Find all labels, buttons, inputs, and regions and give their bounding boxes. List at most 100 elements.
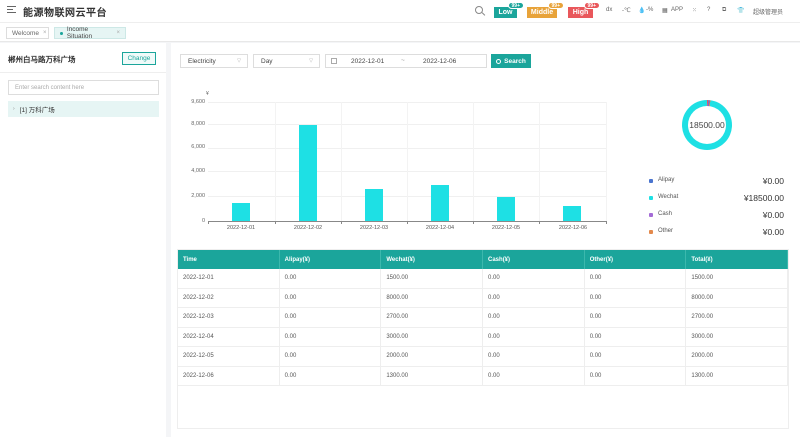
date-separator: ~ — [401, 57, 405, 64]
legend-name: Alipay — [658, 177, 675, 183]
cell-wechat: 1500.00 — [381, 269, 484, 288]
cell-time: 2022-12-03 — [178, 308, 280, 327]
column-header-alipay[interactable]: Alipay(¥) — [280, 250, 382, 269]
cell-total: 8000.00 — [686, 288, 789, 307]
menu-toggle-icon[interactable] — [7, 6, 16, 15]
bar-2022-12-01[interactable] — [232, 203, 250, 221]
bar-2022-12-04[interactable] — [431, 185, 449, 221]
cell-other: 0.00 — [585, 269, 687, 288]
column-header-time[interactable]: Time — [178, 250, 280, 269]
y-axis-unit: ¥ — [206, 91, 209, 97]
table-row[interactable]: 2022-12-01 0.00 1500.00 0.00 0.00 1500.0… — [178, 269, 789, 289]
tree-search-input[interactable]: Enter search content here — [8, 80, 159, 95]
temperature-value: -℃ — [622, 8, 631, 14]
v-gridline — [606, 102, 607, 221]
table-row[interactable]: 2022-12-04 0.00 3000.00 0.00 0.00 3000.0… — [178, 327, 789, 347]
column-header-other[interactable]: Other(¥) — [585, 250, 687, 269]
search-icon[interactable] — [475, 6, 483, 14]
chevron-down-icon: ▽ — [309, 58, 313, 64]
y-tick: 2,000 — [191, 193, 205, 199]
y-tick: 4,000 — [191, 168, 205, 174]
cell-cash: 0.00 — [483, 347, 585, 366]
active-dot-icon — [60, 31, 63, 35]
v-gridline — [407, 102, 408, 221]
tab-strip: Welcome × Income Situation × — [0, 22, 800, 42]
cell-time: 2022-12-04 — [178, 327, 280, 346]
cell-total: 1300.00 — [686, 366, 789, 385]
legend-color-swatch — [649, 213, 653, 217]
help-icon[interactable]: ? — [707, 7, 711, 13]
skin-shirt-icon[interactable]: 👕 — [737, 8, 745, 14]
search-button[interactable]: Search — [491, 54, 531, 68]
table-row[interactable]: 2022-12-03 0.00 2700.00 0.00 0.00 2700.0… — [178, 308, 789, 328]
x-tick-mark — [341, 221, 342, 224]
donut-ring[interactable] — [682, 100, 732, 150]
close-icon[interactable]: × — [42, 30, 47, 36]
tab-income-situation[interactable]: Income Situation × — [54, 26, 126, 40]
cell-alipay: 0.00 — [280, 366, 382, 385]
alarm-middle-button[interactable]: Middle 99+ — [527, 2, 564, 18]
legend-color-swatch — [649, 196, 653, 200]
cell-alipay: 0.00 — [280, 347, 382, 366]
cell-alipay: 0.00 — [280, 288, 382, 307]
cell-cash: 0.00 — [483, 288, 585, 307]
app-link[interactable]: APP — [671, 7, 684, 13]
table-row[interactable]: 2022-12-06 0.00 1300.00 0.00 0.00 1300.0… — [178, 366, 789, 386]
calendar-icon — [331, 58, 337, 64]
tree-node-item[interactable]: › [1] 万科广场 — [8, 101, 159, 117]
column-header-cash[interactable]: Cash(¥) — [483, 250, 585, 269]
cell-wechat: 2000.00 — [381, 347, 484, 366]
legend-item-alipay[interactable]: Alipay ¥0.00 — [649, 176, 784, 193]
v-gridline — [275, 102, 276, 221]
cell-time: 2022-12-06 — [178, 366, 280, 385]
x-label: 2022-12-02 — [293, 225, 323, 231]
bar-2022-12-02[interactable] — [299, 125, 317, 221]
bar-2022-12-05[interactable] — [497, 197, 515, 221]
granularity-select[interactable]: Day ▽ — [253, 54, 320, 68]
energy-type-select[interactable]: Electricity ▽ — [180, 54, 248, 68]
cell-wechat: 1300.00 — [381, 366, 484, 385]
date-end[interactable]: 2022-12-06 — [423, 58, 457, 65]
v-gridline — [539, 102, 540, 221]
legend-item-wechat[interactable]: Wechat ¥18500.00 — [649, 193, 784, 210]
cell-wechat: 2700.00 — [381, 308, 484, 327]
search-icon — [496, 58, 502, 64]
legend-item-other[interactable]: Other ¥0.00 — [649, 227, 784, 244]
v-gridline — [473, 102, 474, 221]
cell-alipay: 0.00 — [280, 327, 382, 346]
language-icon[interactable]: ⧉ — [722, 7, 727, 13]
table-row[interactable]: 2022-12-02 0.00 8000.00 0.00 0.00 8000.0… — [178, 288, 789, 308]
alarm-middle-label: Middle — [530, 9, 554, 16]
x-tick-mark — [407, 221, 408, 224]
humidity-icon: 💧 — [638, 8, 646, 14]
x-label: 2022-12-05 — [491, 225, 521, 231]
column-header-total[interactable]: Total(¥) — [686, 250, 789, 269]
table-row[interactable]: 2022-12-05 0.00 2000.00 0.00 0.00 2000.0… — [178, 347, 789, 367]
date-start[interactable]: 2022-12-01 — [351, 58, 385, 65]
bar-2022-12-03[interactable] — [365, 189, 383, 221]
legend-item-cash[interactable]: Cash ¥0.00 — [649, 210, 784, 227]
bar-2022-12-06[interactable] — [563, 206, 581, 221]
sidebar: 郴州白马路万科广场 Change Enter search content he… — [0, 43, 166, 437]
close-icon[interactable]: × — [116, 30, 120, 36]
column-header-wechat[interactable]: Wechat(¥) — [381, 250, 484, 269]
search-button-label: Search — [504, 57, 526, 65]
tab-welcome[interactable]: Welcome × — [6, 27, 49, 39]
legend-value: ¥0.00 — [762, 176, 784, 186]
x-label: 2022-12-04 — [425, 225, 455, 231]
v-gridline — [341, 102, 342, 221]
volume-icon[interactable]: dx — [606, 7, 613, 13]
alarm-high-button[interactable]: High 99+ — [568, 2, 600, 18]
qr-code-icon[interactable]: ▦ — [662, 8, 668, 14]
change-button[interactable]: Change — [122, 52, 156, 65]
legend-value: ¥18500.00 — [743, 193, 784, 203]
income-bar-chart: ¥ 0 2,000 4,000 6,000 8,000 9,600 2022-1… — [171, 91, 621, 239]
grid-apps-icon[interactable]: ⁙ — [692, 8, 698, 14]
legend-value: ¥0.00 — [762, 210, 784, 220]
x-label: 2022-12-03 — [359, 225, 389, 231]
alarm-low-button[interactable]: Low 99+ — [494, 2, 524, 18]
user-name[interactable]: 超级管理员 — [753, 10, 784, 16]
date-range-picker[interactable]: 2022-12-01 ~ 2022-12-06 — [325, 54, 487, 68]
donut-total-label: 18500.00 — [689, 120, 725, 130]
chevron-right-icon[interactable]: › — [13, 106, 15, 112]
